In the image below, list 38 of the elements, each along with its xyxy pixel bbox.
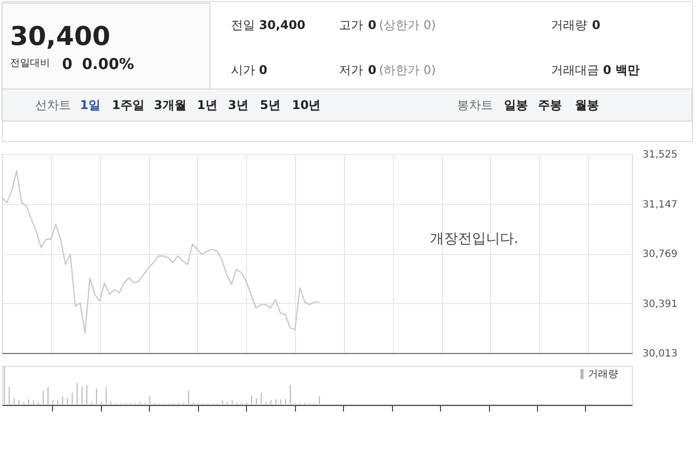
text: 3개월 (154, 98, 186, 112)
text: 3년 (228, 98, 248, 112)
text: 10년 (292, 98, 321, 112)
text: 0 백만 (603, 63, 640, 77)
text: 30,400 (10, 22, 110, 52)
text: 선차트 (35, 98, 71, 112)
text: 0 (368, 63, 376, 77)
y-tick-label: 31,525 (642, 150, 678, 160)
text: 전일 (231, 18, 255, 32)
text: 0 (62, 55, 72, 73)
line-series (1, 170, 320, 334)
text: (상한가 0) (379, 18, 436, 32)
text: 전일대비 (10, 58, 50, 69)
text: 저가 (339, 63, 363, 77)
text: 일봉 (504, 98, 528, 112)
y-tick-label: 30,769 (642, 249, 678, 260)
text: 고가 (339, 18, 363, 32)
text: 5년 (260, 98, 280, 112)
text: 0 (368, 18, 376, 32)
y-tick-label: 31,147 (642, 199, 678, 210)
text: 0 (592, 18, 600, 32)
text: 0 (259, 63, 268, 77)
text: (하한가 0) (379, 63, 436, 77)
text: 1일 (80, 98, 100, 112)
text: 거래대금 (551, 63, 599, 77)
y-tick-label: 30,391 (642, 298, 678, 310)
y-tick-label: 30,013 (642, 348, 678, 360)
legend-label: 거래량 (588, 369, 618, 380)
text: 봉차트 (457, 98, 493, 112)
text: 1년 (197, 98, 218, 112)
annotation: 개장전입니다. (430, 231, 518, 247)
text: 30,400 (259, 18, 306, 32)
text: 주봉 (538, 98, 562, 112)
text: 1주일 (112, 98, 144, 112)
text: 거래량 (551, 18, 587, 32)
text: 시가 (231, 63, 255, 77)
text: 월봉 (575, 98, 599, 112)
text: 0.00% (82, 55, 134, 73)
